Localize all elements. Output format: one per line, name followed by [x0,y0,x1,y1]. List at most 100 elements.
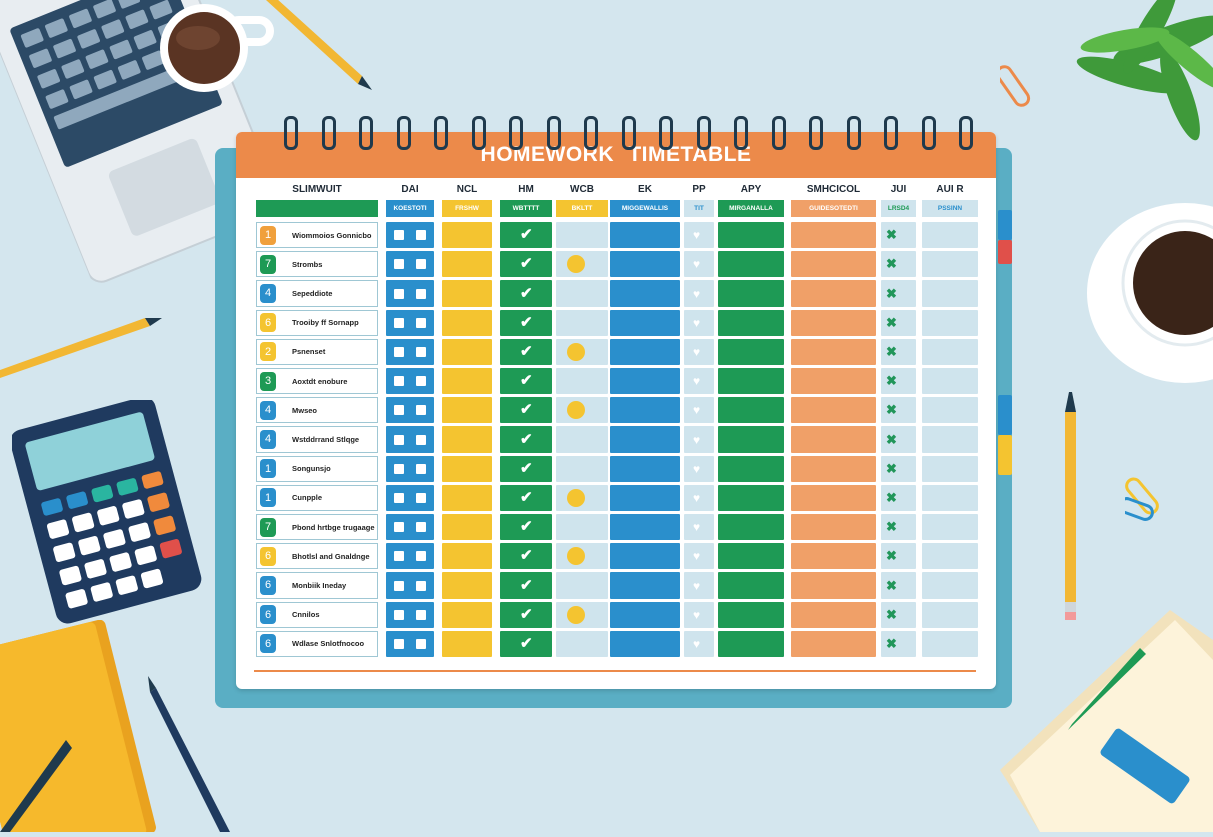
heart-icon[interactable]: ♥ [693,607,701,622]
table-cell[interactable] [442,630,492,657]
table-cell[interactable] [684,514,714,541]
table-cell[interactable] [922,601,978,628]
table-cell[interactable] [791,543,876,570]
table-cell[interactable] [718,397,784,424]
checkbox[interactable] [394,551,404,562]
table-cell[interactable] [881,397,916,424]
planner-tab[interactable] [998,240,1012,264]
checkbox[interactable] [394,609,404,620]
x-mark-icon[interactable]: ✖ [886,519,897,535]
table-cell[interactable] [610,543,680,570]
table-cell[interactable] [500,572,552,599]
table-cell[interactable] [610,397,680,424]
table-cell[interactable] [500,338,552,365]
table-cell[interactable] [881,251,916,278]
table-cell[interactable] [718,630,784,657]
checkbox[interactable] [416,405,426,416]
table-cell[interactable] [718,251,784,278]
checkbox[interactable] [416,492,426,503]
checkbox[interactable] [416,522,426,533]
table-cell[interactable] [500,309,552,336]
table-cell[interactable] [718,426,784,453]
table-cell[interactable] [718,368,784,395]
checkbox[interactable] [416,434,426,445]
table-cell[interactable] [922,338,978,365]
check-icon[interactable]: ✔ [520,488,533,506]
table-cell[interactable] [610,601,680,628]
table-cell[interactable] [718,338,784,365]
checkbox[interactable] [416,580,426,591]
table-cell[interactable] [684,338,714,365]
table-cell[interactable] [791,338,876,365]
check-icon[interactable]: ✔ [520,547,533,565]
x-mark-icon[interactable]: ✖ [886,402,897,418]
list-item[interactable]: 3 Aoxtdt enobure [256,368,378,395]
heart-icon[interactable]: ♥ [693,432,701,447]
table-cell[interactable] [718,543,784,570]
checkbox[interactable] [416,638,426,649]
checkbox[interactable] [416,463,426,474]
table-cell[interactable] [442,338,492,365]
heart-icon[interactable]: ♥ [693,490,701,505]
table-cell[interactable] [881,368,916,395]
checkbox[interactable] [416,288,426,299]
checkbox[interactable] [394,376,404,387]
check-icon[interactable]: ✔ [520,401,533,419]
table-cell[interactable] [791,251,876,278]
table-cell[interactable] [442,280,492,307]
table-cell[interactable] [791,514,876,541]
table-cell[interactable] [610,572,680,599]
table-cell[interactable] [881,514,916,541]
table-cell[interactable] [881,630,916,657]
checkbox[interactable] [416,376,426,387]
table-cell[interactable] [922,543,978,570]
table-cell[interactable] [442,455,492,482]
table-cell[interactable] [610,484,680,511]
list-item[interactable]: 1 Songunsjo [256,455,378,482]
heart-icon[interactable]: ♥ [693,374,701,389]
table-cell[interactable] [922,251,978,278]
table-cell[interactable] [556,426,608,453]
checkbox[interactable] [394,288,404,299]
check-icon[interactable]: ✔ [520,372,533,390]
checkbox[interactable] [416,609,426,620]
table-cell[interactable] [442,251,492,278]
table-cell[interactable] [500,543,552,570]
check-icon[interactable]: ✔ [520,430,533,448]
table-cell[interactable] [718,572,784,599]
list-item[interactable]: 6 Bhotlsl and Gnaldnge [256,543,378,570]
heart-icon[interactable]: ♥ [693,636,701,651]
table-cell[interactable] [718,280,784,307]
table-cell[interactable] [718,484,784,511]
table-cell[interactable] [684,222,714,249]
heart-icon[interactable]: ♥ [693,315,701,330]
table-cell[interactable] [500,455,552,482]
checkbox[interactable] [416,259,426,270]
table-cell[interactable] [684,484,714,511]
table-cell[interactable] [791,309,876,336]
table-cell[interactable] [500,368,552,395]
check-icon[interactable]: ✔ [520,576,533,594]
table-cell[interactable] [442,426,492,453]
table-cell[interactable] [718,514,784,541]
check-icon[interactable]: ✔ [520,605,533,623]
table-cell[interactable] [922,572,978,599]
table-cell[interactable] [556,222,608,249]
table-cell[interactable] [610,368,680,395]
checkbox[interactable] [394,492,404,503]
checkbox[interactable] [394,317,404,328]
table-cell[interactable] [442,514,492,541]
table-cell[interactable] [791,601,876,628]
table-cell[interactable] [442,543,492,570]
table-cell[interactable] [922,514,978,541]
table-cell[interactable] [791,426,876,453]
table-cell[interactable] [791,630,876,657]
table-cell[interactable] [610,222,680,249]
table-cell[interactable] [610,338,680,365]
table-cell[interactable] [556,309,608,336]
table-cell[interactable] [442,368,492,395]
x-mark-icon[interactable]: ✖ [886,373,897,389]
heart-icon[interactable]: ♥ [693,578,701,593]
table-cell[interactable] [718,455,784,482]
x-mark-icon[interactable]: ✖ [886,460,897,476]
